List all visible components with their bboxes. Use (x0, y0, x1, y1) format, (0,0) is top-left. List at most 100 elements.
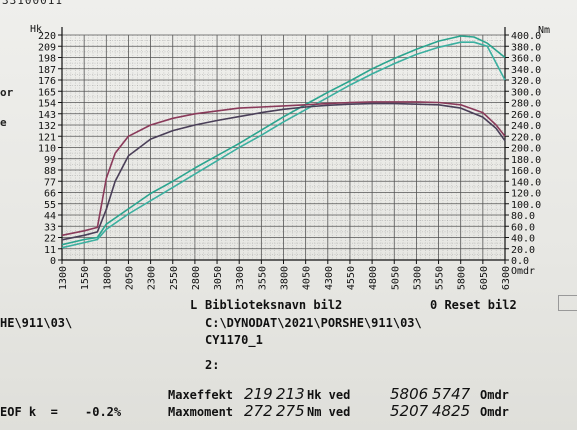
left-tick-label: 220 (38, 31, 56, 42)
right-tick-label: 280.0 (511, 99, 541, 110)
right-tick-label: 20.0 (511, 245, 535, 256)
right-tick-label: 120.0 (511, 189, 541, 200)
x-tick-label: 3300 (235, 266, 246, 290)
x-tick-label: 4550 (346, 266, 357, 290)
x-tick-label: 3050 (213, 266, 224, 290)
right-tick-label: 380.0 (511, 42, 541, 53)
left-tick-label: 176 (38, 76, 56, 87)
left-tick-label: 88 (44, 166, 56, 177)
reset-label: 0 Reset bil2 (430, 298, 517, 312)
left-tick-label: 132 (38, 121, 56, 132)
left-tick-label: 0 (50, 256, 56, 267)
x-tick-label: 2550 (169, 266, 180, 290)
left-tick-label: 99 (44, 155, 56, 166)
left-tick-label: 66 (44, 189, 56, 200)
series-line-4 (61, 102, 506, 241)
file-path: C:\DYNODAT\2021\PORSHE\911\03\ (205, 316, 422, 330)
edge-box (558, 295, 577, 311)
line-two-label: 2: (205, 358, 220, 372)
maxmoment-unit: Nm ved (307, 405, 351, 419)
x-tick-label: 4300 (324, 266, 335, 290)
x-tick-label: 4050 (302, 266, 313, 290)
x-unit-label: Omdr (511, 266, 535, 277)
left-tick-label: 77 (44, 177, 56, 188)
left-tick-label: 11 (44, 245, 56, 256)
maxmoment-label: Maxmoment (168, 405, 234, 419)
left-tick-label: 22 (44, 234, 56, 245)
right-tick-label: 100.0 (511, 200, 541, 211)
maxeffekt-value-1: 219 (244, 385, 273, 403)
chart-ticks: 0112233445566778899110121132143154165176… (38, 31, 541, 290)
maxmoment-value-2: 275 (276, 402, 305, 420)
x-tick-label: 5550 (435, 266, 446, 290)
x-tick-label: 1800 (102, 266, 113, 290)
side-label-mid: e (0, 116, 7, 129)
maxmoment-tail: Omdr (480, 405, 509, 419)
left-tick-label: 55 (44, 200, 56, 211)
left-tick-label: 209 (38, 42, 56, 53)
x-tick-label: 1300 (58, 266, 69, 290)
maxeffekt-unit: Hk ved (307, 388, 351, 402)
series-line-1 (61, 35, 506, 246)
dyno-chart: 0112233445566778899110121132143154165176… (30, 24, 550, 290)
left-tick-label: 154 (38, 99, 56, 110)
x-tick-label: 6300 (501, 266, 512, 290)
series-line-3 (61, 101, 506, 237)
left-tick-label: 121 (38, 132, 56, 143)
maxeffekt-rpm-2: 5747 (432, 385, 471, 403)
x-tick-label: 2050 (124, 266, 135, 290)
x-tick-label: 3550 (257, 266, 268, 290)
left-tick-label: 198 (38, 54, 56, 65)
x-tick-label: 3800 (280, 266, 291, 290)
left-axis-title: Hk (30, 24, 42, 35)
right-tick-label: 60.0 (511, 222, 535, 233)
right-tick-label: 200.0 (511, 144, 541, 155)
left-tick-label: 165 (38, 87, 56, 98)
right-tick-label: 140.0 (511, 177, 541, 188)
maxeffekt-label: Maxeffekt (168, 388, 234, 402)
series-line-2 (61, 41, 506, 249)
right-tick-label: 300.0 (511, 87, 541, 98)
left-tick-label: 143 (38, 110, 56, 121)
maxmoment-rpm-1: 5207 (390, 402, 429, 420)
x-tick-label: 2300 (147, 266, 158, 290)
chart-grid (61, 34, 506, 261)
right-tick-label: 240.0 (511, 121, 541, 132)
header-stub: 33100011 (2, 0, 63, 7)
left-tick-label: 187 (38, 65, 56, 76)
right-tick-label: 80.0 (511, 211, 535, 222)
right-tick-label: 340.0 (511, 65, 541, 76)
x-tick-label: 5050 (390, 266, 401, 290)
x-tick-label: 1550 (80, 266, 91, 290)
eof-label: EOF k = (0, 405, 58, 419)
path-left: HE\911\03\ (0, 316, 73, 330)
right-tick-label: 180.0 (511, 155, 541, 166)
right-axis-title: Nm (538, 25, 550, 36)
library-name: Biblioteksnavn bil2 (205, 298, 343, 312)
eof-value: -0.2% (85, 405, 122, 419)
right-tick-label: 40.0 (511, 234, 535, 245)
right-tick-label: 260.0 (511, 110, 541, 121)
library-prefix: L (190, 298, 198, 312)
right-tick-label: 360.0 (511, 54, 541, 65)
left-tick-label: 44 (44, 211, 56, 222)
maxmoment-value-1: 272 (244, 402, 273, 420)
right-tick-label: 400.0 (511, 31, 541, 42)
maxeffekt-rpm-1: 5806 (390, 385, 429, 403)
left-tick-label: 33 (44, 222, 56, 233)
x-tick-label: 5800 (457, 266, 468, 290)
file-name: CY1170_1 (205, 333, 263, 347)
right-tick-label: 0.0 (511, 256, 529, 267)
side-label-top: or (0, 86, 14, 99)
x-tick-label: 5300 (412, 266, 423, 290)
x-tick-label: 4800 (368, 266, 379, 290)
right-tick-label: 220.0 (511, 132, 541, 143)
chart-series (61, 35, 506, 249)
maxeffekt-tail: Omdr (480, 388, 509, 402)
maxmoment-rpm-2: 4825 (432, 402, 471, 420)
left-tick-label: 110 (38, 144, 56, 155)
x-tick-label: 2800 (191, 266, 202, 290)
right-tick-label: 160.0 (511, 166, 541, 177)
maxeffekt-value-2: 213 (276, 385, 305, 403)
